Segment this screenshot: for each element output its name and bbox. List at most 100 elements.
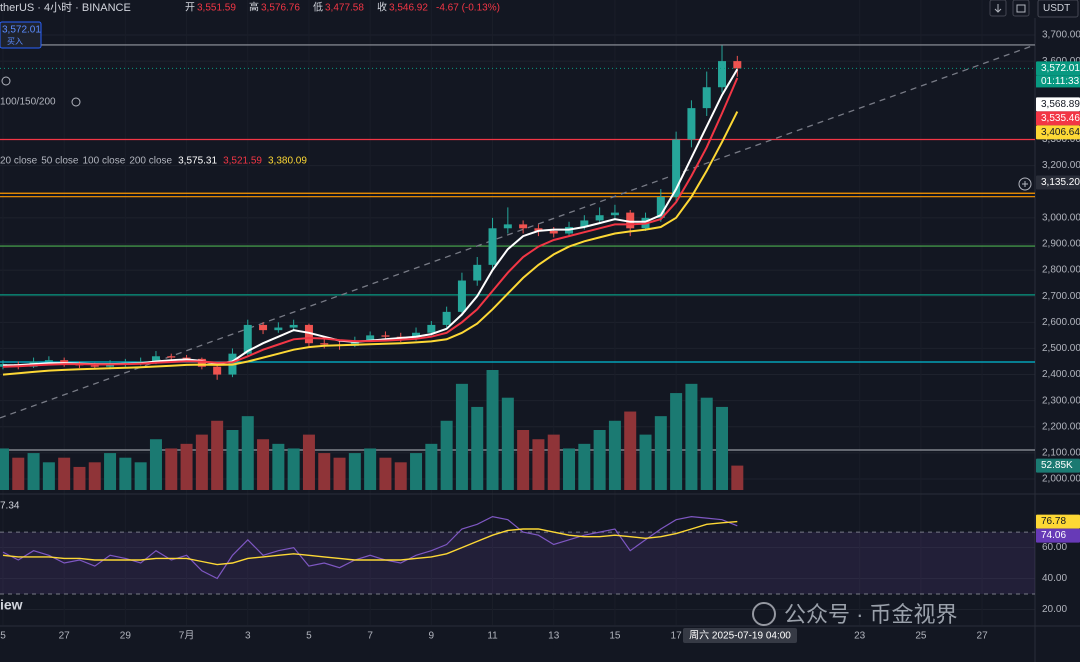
volume-bar <box>547 434 560 490</box>
candle-body <box>595 215 604 221</box>
add-icon <box>1022 181 1028 187</box>
x-tick-label: 9 <box>429 631 435 642</box>
volume-bar <box>685 383 698 490</box>
reset-button[interactable] <box>1012 0 1030 17</box>
rsi-line <box>2 520 738 566</box>
buy-price[interactable]: 3,572.01 <box>2 25 41 36</box>
volume-bar <box>27 453 40 490</box>
legend-entry: 200 close <box>129 156 172 167</box>
candle-body <box>610 212 619 216</box>
volume-bar <box>104 453 117 490</box>
volume-bar <box>12 457 25 490</box>
volume-bar <box>318 453 331 490</box>
volume-bar <box>241 416 254 490</box>
candle-body <box>366 335 375 341</box>
legend-entry: 20 close <box>0 156 38 167</box>
volume-bar <box>410 453 423 490</box>
y-tick-label: 40.00 <box>1042 573 1067 584</box>
candle-body <box>534 228 543 231</box>
x-tick-label: 29 <box>120 631 132 642</box>
volume-bar <box>257 439 270 490</box>
volume-bar <box>364 448 377 490</box>
volume-bar <box>394 462 407 490</box>
crosshair-label: 周六 2025-07-19 04:00 <box>689 630 791 642</box>
candle-body <box>90 365 99 367</box>
volume-bar <box>593 430 606 490</box>
x-tick-label: 5 <box>306 631 312 642</box>
y-tick-label: 3,000.00 <box>1042 212 1080 223</box>
volume-bar <box>670 393 683 490</box>
volume-bar <box>517 430 530 490</box>
y-tick-label: 2,800.00 <box>1042 265 1080 276</box>
moving-average <box>2 111 739 376</box>
price-label-bg <box>1036 111 1080 126</box>
eye-icon[interactable] <box>1 76 11 86</box>
currency-box[interactable] <box>1037 0 1079 18</box>
rsi-line <box>2 515 738 580</box>
volume-bar <box>165 448 178 490</box>
volume-bar <box>58 457 71 490</box>
candle-body <box>167 356 176 358</box>
buy-action[interactable]: 买入 <box>7 37 23 46</box>
candle-body <box>106 364 115 367</box>
currency[interactable]: USDT <box>1043 3 1070 14</box>
symbol-title: therUS · 4小时 · BINANCE <box>0 1 131 14</box>
volume-bar <box>440 420 453 490</box>
volume-bar <box>425 443 438 490</box>
candle-body <box>457 280 466 312</box>
candle-body <box>304 324 313 344</box>
legend-value: 3,380.09 <box>268 156 307 167</box>
ohlc-label: 开 <box>185 3 195 14</box>
candle-body <box>274 327 283 331</box>
ohlc-value: 3,576.76 <box>261 3 300 14</box>
volume-bar <box>624 411 637 490</box>
ohlc-label: 低 <box>313 1 323 14</box>
volume-bar <box>134 462 147 490</box>
rsi-band <box>0 532 1035 595</box>
candle-body <box>733 61 742 69</box>
price-label-sub-bg <box>1036 75 1080 88</box>
rsi-side-label: 7.34 <box>0 501 20 512</box>
candle-body <box>718 61 727 88</box>
watermark: 公众号 · 币金视界 <box>784 602 958 627</box>
x-tick-label: 15 <box>609 631 621 642</box>
y-tick-label: 2,000.00 <box>1042 474 1080 485</box>
price-label: 3,572.01 <box>1041 63 1080 74</box>
candle-body <box>687 108 696 140</box>
y-tick-label: 3,700.00 <box>1042 30 1080 41</box>
candle-body <box>213 366 222 375</box>
x-tick-label: 23 <box>854 631 866 642</box>
x-tick-label: 25 <box>915 631 927 642</box>
volume-bar <box>180 443 193 490</box>
x-tick-label: 27 <box>59 631 71 642</box>
y-tick-label: 2,900.00 <box>1042 239 1080 250</box>
candle-body <box>136 361 145 363</box>
y-tick-label: 2,200.00 <box>1042 421 1080 432</box>
price-label-bg <box>1036 61 1080 76</box>
y-tick-label: 20.00 <box>1042 604 1067 615</box>
candle-body <box>503 224 512 229</box>
scroll-button[interactable] <box>989 0 1007 17</box>
volume-bar <box>348 453 361 490</box>
candle-body <box>656 196 665 218</box>
candle-body <box>320 343 329 345</box>
volume-bar <box>119 457 132 490</box>
buy-box[interactable] <box>0 21 42 49</box>
add-button[interactable] <box>1018 177 1032 191</box>
y-tick-label: 2,500.00 <box>1042 343 1080 354</box>
volume-bar <box>287 448 300 490</box>
y-tick-label: 3,200.00 <box>1042 160 1080 171</box>
volume-bar <box>333 457 346 490</box>
candle-body <box>151 356 160 362</box>
candle-body <box>44 360 53 362</box>
eye-icon[interactable] <box>71 97 81 107</box>
candle-body <box>702 87 711 109</box>
volume-bar <box>486 370 499 490</box>
price-label: 3,535.46 <box>1041 113 1080 124</box>
legend-entry: 100 close <box>83 156 126 167</box>
moving-average <box>2 77 739 368</box>
volume-label-bg <box>1036 458 1080 473</box>
volume-bar <box>455 383 468 490</box>
